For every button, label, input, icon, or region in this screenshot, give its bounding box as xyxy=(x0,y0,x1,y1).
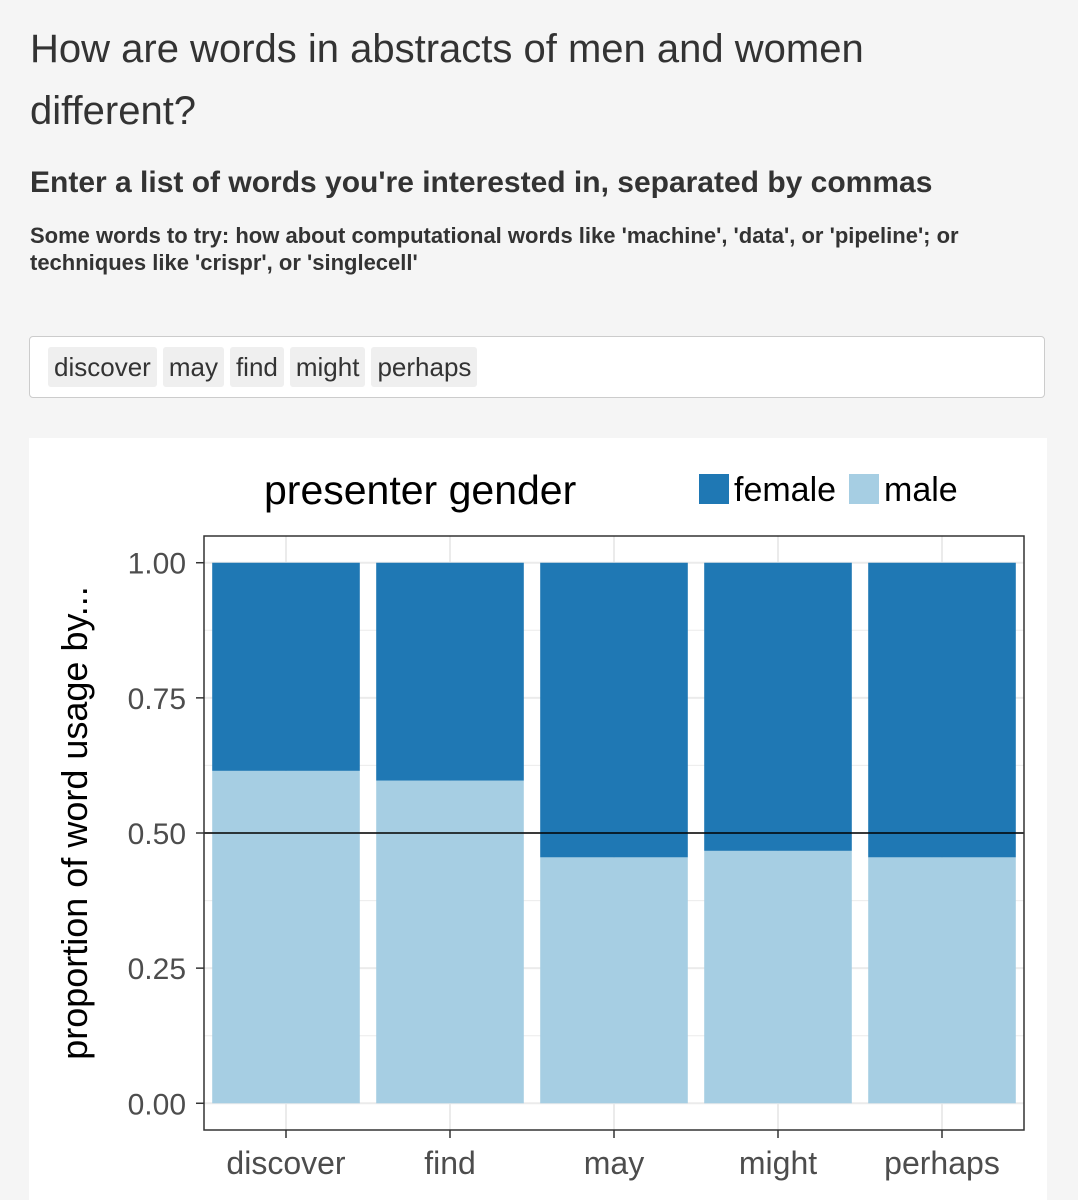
word-tag-discover[interactable]: discover xyxy=(48,347,157,387)
y-tick-label-4: 1.00 xyxy=(128,548,186,581)
page-title: How are words in abstracts of men and wo… xyxy=(30,27,864,133)
y-axis-title: proportion of word usage by... xyxy=(54,586,95,1060)
legend-key-female xyxy=(699,474,729,504)
bar-discover-female xyxy=(212,562,360,771)
legend-key-male xyxy=(849,474,879,504)
word-tag-may[interactable]: may xyxy=(162,347,224,387)
x-tick-label-may: may xyxy=(584,1145,644,1181)
bar-perhaps-female xyxy=(868,562,1016,858)
word-tag-perhaps[interactable]: perhaps xyxy=(371,347,478,387)
bar-perhaps-male xyxy=(868,857,1016,1104)
y-tick-label-3: 0.75 xyxy=(128,683,186,716)
bar-might-female xyxy=(704,562,852,851)
word-suggestions-hint: Some words to try: how about computation… xyxy=(30,223,959,275)
bar-find-male xyxy=(376,780,524,1104)
plot-panel: 0.00 0.25 0.50 0.75 1.00 discover find may might… xyxy=(29,438,1047,1200)
x-tick-label-might: might xyxy=(739,1145,817,1181)
input-instructions: Enter a list of words you're interested … xyxy=(30,166,933,199)
x-tick-label-find: find xyxy=(424,1145,476,1181)
bar-might-male xyxy=(704,850,852,1104)
stacked-bar-chart: 0.00 0.25 0.50 0.75 1.00 discover find may might… xyxy=(54,467,1025,1181)
bar-may-female xyxy=(540,562,688,858)
bar-may-male xyxy=(540,857,688,1104)
y-tick-label-0: 0.00 xyxy=(128,1088,186,1121)
word-list-input[interactable]: discover may find might perhaps xyxy=(29,336,1045,398)
x-tick-label-perhaps: perhaps xyxy=(884,1145,1000,1181)
bar-discover-male xyxy=(212,770,360,1104)
bar-find-female xyxy=(376,562,524,781)
x-tick-label-discover: discover xyxy=(226,1145,346,1181)
word-tag-find[interactable]: find xyxy=(229,347,284,387)
legend-label-male: male xyxy=(884,471,958,509)
word-tag-might[interactable]: might xyxy=(289,347,366,387)
y-tick-label-1: 0.25 xyxy=(128,953,186,986)
legend-label-female: female xyxy=(734,471,836,509)
legend-title: presenter gender xyxy=(264,467,576,513)
y-tick-label-2: 0.50 xyxy=(128,818,186,851)
